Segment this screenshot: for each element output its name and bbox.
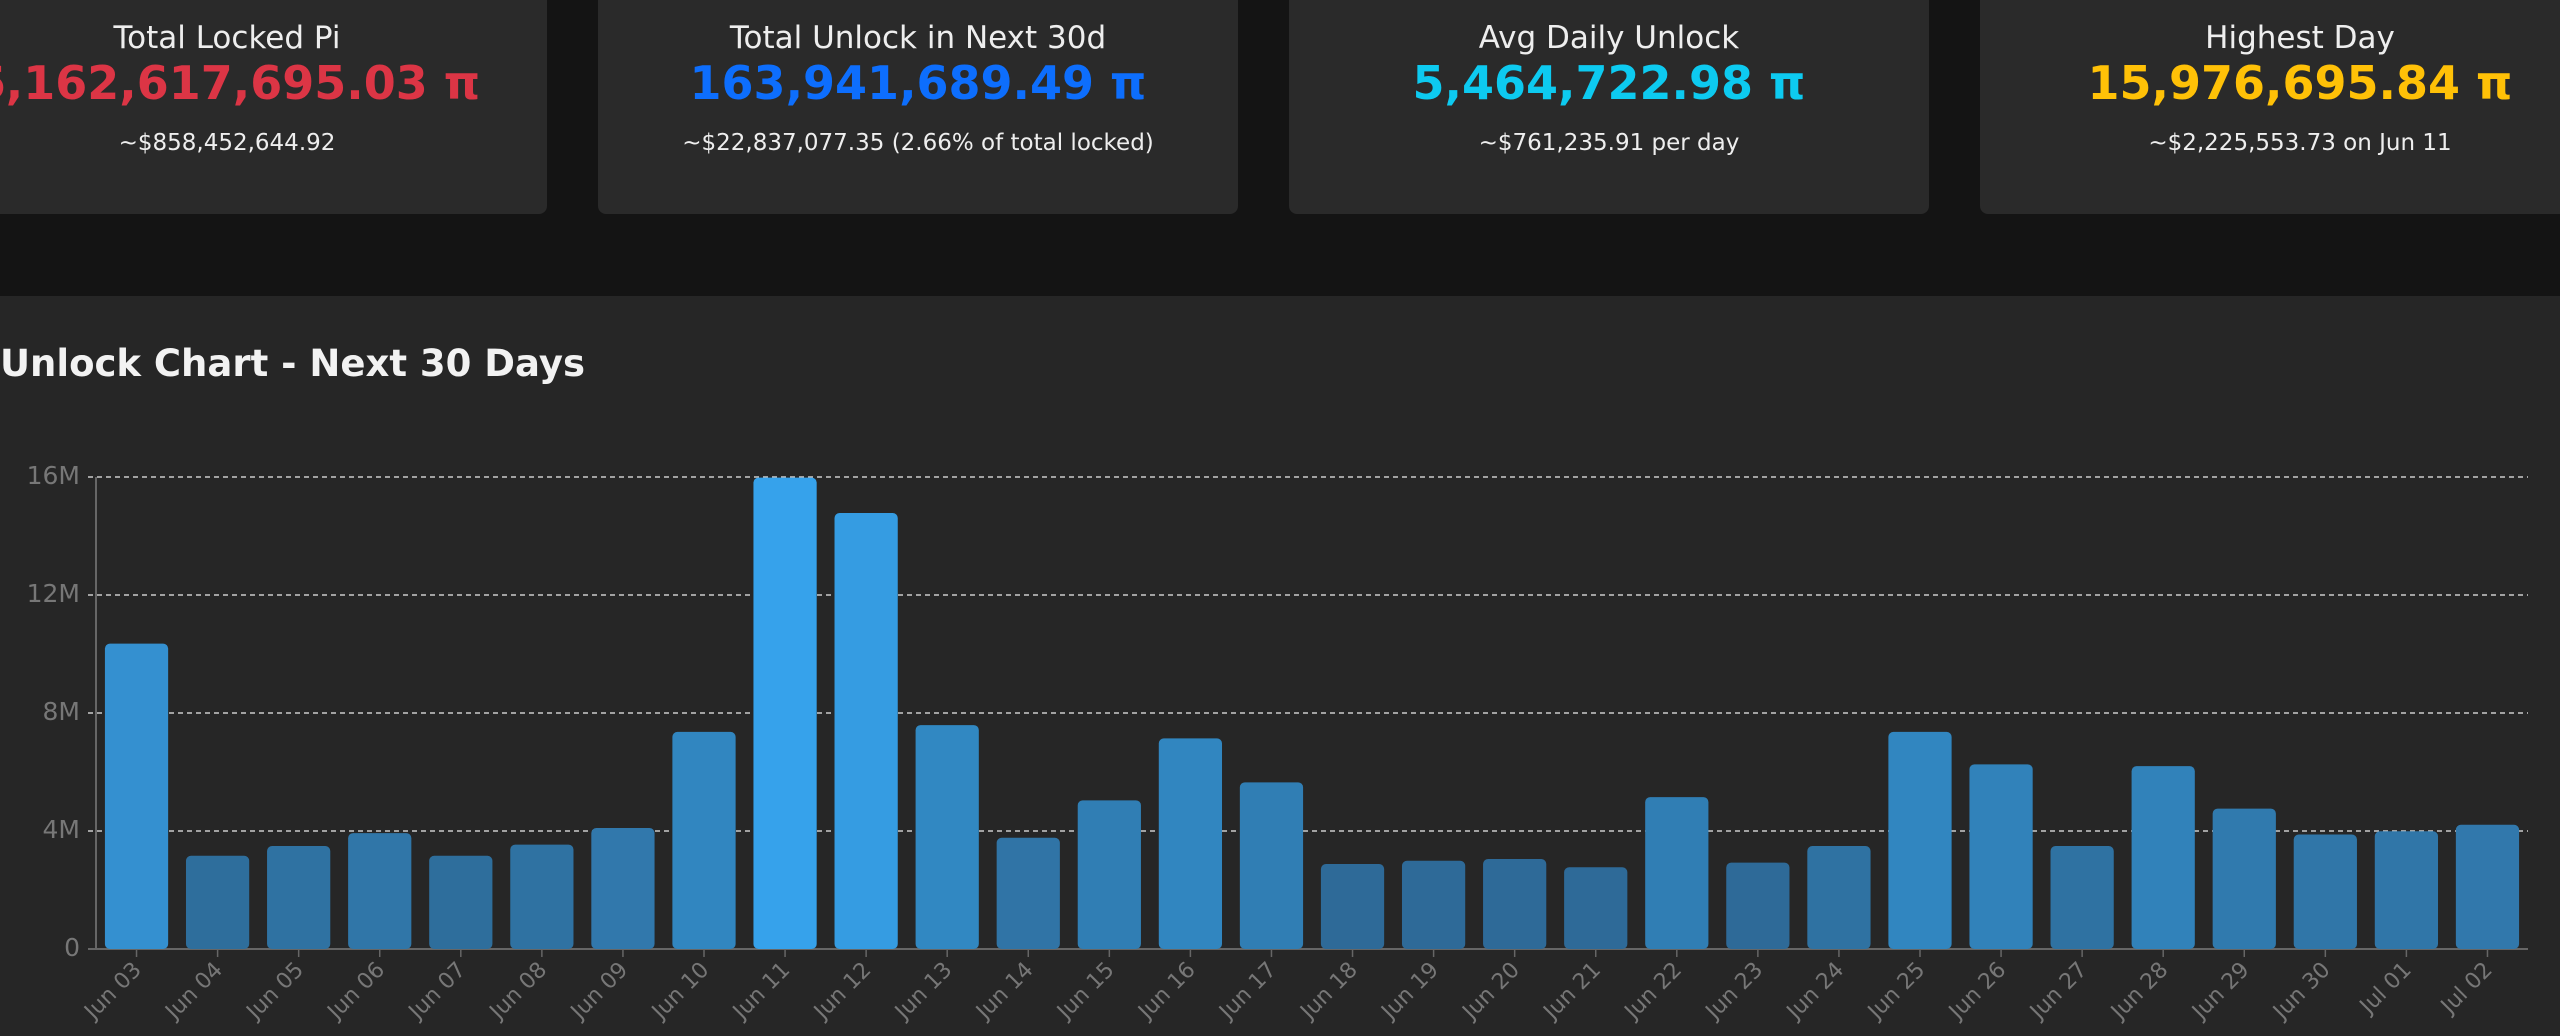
bar (996, 837, 1060, 949)
x-tick-label: Jun 13 (889, 958, 957, 1026)
x-tick-label: Jun 25 (1862, 958, 1930, 1026)
x-tick-label: Jun 12 (808, 958, 876, 1026)
y-tick-label: 4M (43, 815, 80, 844)
x-tick-label: Jun 18 (1295, 958, 1363, 1026)
bar (267, 846, 331, 949)
chart-panel: Unlock Chart - Next 30 Days 0 4M 8M 12M 16M J… (0, 296, 2560, 1036)
x-tick-label: Jun 22 (1619, 958, 1687, 1026)
x-tick-label: Jun 08 (484, 958, 552, 1026)
x-tick-label: Jun 09 (565, 958, 633, 1026)
x-tick-label: Jun 20 (1457, 958, 1525, 1026)
bar (591, 828, 655, 949)
bar (1888, 731, 1952, 949)
x-tick-label: Jun 03 (79, 958, 147, 1026)
x-tick-label: Jun 05 (241, 958, 309, 1026)
bar (915, 725, 979, 949)
x-tick-label: Jul 02 (2435, 958, 2498, 1021)
x-tick-label: Jun 15 (1051, 958, 1119, 1026)
x-tick-label: Jun 14 (970, 958, 1038, 1026)
bar (1401, 860, 1466, 949)
card-note: ~$761,235.91 per day (1478, 130, 1740, 156)
x-tick-label: Jun 06 (322, 958, 390, 1026)
bar (510, 844, 574, 949)
bar (1645, 797, 1709, 949)
card-title: Total Unlock in Next 30d (729, 20, 1107, 56)
x-tick-label: Jun 24 (1781, 958, 1849, 1026)
stat-card: Highest Day 15,976,695.84 π ~$2,225,553.73… (1980, 0, 2560, 214)
bar (348, 833, 412, 949)
bar (1483, 859, 1547, 949)
card-value: 163,941,689.49 π (689, 56, 1147, 110)
stat-card: Total Unlock in Next 30d 163,941,689.49 π… (598, 0, 1238, 214)
x-tick-label: Jul 01 (2354, 958, 2417, 1021)
bar (1564, 867, 1628, 949)
y-tick-label: 16M (27, 461, 80, 490)
bar (2293, 834, 2357, 949)
y-tick-label: 8M (43, 697, 80, 726)
x-tick-label: Jun 16 (1132, 958, 1200, 1026)
card-title: Avg Daily Unlock (1478, 20, 1740, 56)
stat-card: Avg Daily Unlock 5,464,722.98 π ~$761,235.… (1289, 0, 1929, 214)
card-title: Highest Day (2205, 20, 2395, 56)
x-tick-label: Jun 11 (727, 958, 795, 1026)
bar (2455, 824, 2520, 949)
x-tick-label: Jun 21 (1538, 958, 1606, 1026)
x-tick-label: Jun 19 (1376, 958, 1444, 1026)
bar (1320, 864, 1385, 949)
x-tick-label: Jun 17 (1214, 958, 1282, 1026)
y-tick-label: 12M (27, 579, 80, 608)
x-tick-label: Jun 04 (160, 958, 228, 1026)
bar (672, 731, 736, 949)
bar (104, 643, 169, 949)
x-tick-label: Jun 30 (2267, 958, 2335, 1026)
bar (1726, 862, 1790, 949)
x-tick-label: Jun 29 (2186, 958, 2254, 1026)
bar (753, 477, 817, 949)
bar (2374, 831, 2439, 949)
x-tick-label: Jun 07 (403, 958, 471, 1026)
bar (429, 855, 493, 949)
x-tick-label: Jun 10 (646, 958, 714, 1026)
x-tick-label: Jun 23 (1700, 958, 1768, 1026)
bar (1239, 782, 1304, 949)
card-title: Total Locked Pi (113, 20, 341, 56)
card-note: ~$2,225,553.73 on Jun 11 (2148, 130, 2452, 156)
bar (834, 512, 898, 949)
bar (1077, 800, 1141, 949)
chart-title: Unlock Chart - Next 30 Days (0, 342, 585, 385)
card-note: ~$22,837,077.35 (2.66% of total locked) (682, 130, 1154, 156)
card-note: ~$858,452,644.92 (118, 130, 336, 156)
bar (1969, 764, 2033, 949)
bar (2050, 846, 2114, 949)
x-tick-label: Jun 28 (2105, 958, 2173, 1026)
y-tick-label: 0 (64, 933, 80, 962)
card-value: 6,162,617,695.03 π (0, 56, 481, 110)
card-value: 15,976,695.84 π (2087, 56, 2513, 110)
bar (2212, 808, 2276, 949)
bar (185, 855, 250, 949)
x-tick-label: Jun 27 (2024, 958, 2092, 1026)
x-tick-label: Jun 26 (1943, 958, 2011, 1026)
card-value: 5,464,722.98 π (1412, 56, 1806, 110)
bar (2131, 766, 2195, 949)
stat-card: Total Locked Pi 6,162,617,695.03 π ~$858,4… (0, 0, 547, 214)
bar (1807, 846, 1871, 949)
bar (1158, 738, 1223, 949)
